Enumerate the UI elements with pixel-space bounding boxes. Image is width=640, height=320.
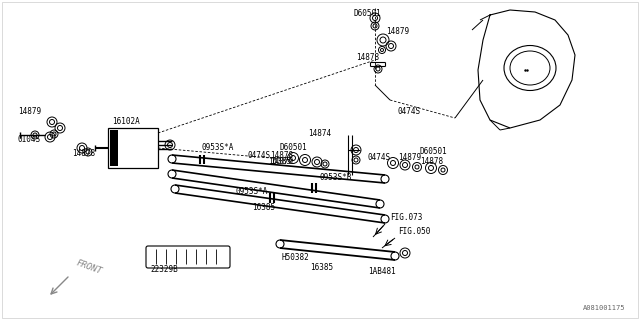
Text: 16385: 16385 <box>252 204 275 212</box>
Text: 22329B: 22329B <box>150 266 178 275</box>
Text: 0104S: 0104S <box>18 135 41 145</box>
Text: 14878: 14878 <box>356 53 379 62</box>
Text: 0474S: 0474S <box>398 108 421 116</box>
Text: 0953S*B: 0953S*B <box>320 173 353 182</box>
Text: 14878: 14878 <box>72 148 95 157</box>
Text: 16102A: 16102A <box>112 117 140 126</box>
Text: 0474S: 0474S <box>368 154 391 163</box>
Text: 16385: 16385 <box>310 263 333 273</box>
Text: 0953S*A: 0953S*A <box>202 143 234 153</box>
Text: 14874: 14874 <box>308 129 331 138</box>
Text: D60501: D60501 <box>354 10 381 19</box>
Text: 14879: 14879 <box>270 157 293 166</box>
Text: 16385: 16385 <box>268 157 291 166</box>
Text: 14878: 14878 <box>420 157 443 166</box>
Text: H50382: H50382 <box>282 253 310 262</box>
Text: 0953S*A: 0953S*A <box>235 188 268 196</box>
Text: FIG.073: FIG.073 <box>390 213 422 222</box>
Text: 14879: 14879 <box>398 154 421 163</box>
Text: 0474S: 0474S <box>248 150 271 159</box>
Text: A081001175: A081001175 <box>582 305 625 311</box>
Text: D60501: D60501 <box>280 143 308 153</box>
Text: 14879: 14879 <box>386 28 409 36</box>
Text: 1AB481: 1AB481 <box>368 268 396 276</box>
Text: 14878: 14878 <box>270 150 293 159</box>
Text: FRONT: FRONT <box>75 258 103 276</box>
Text: FIG.050: FIG.050 <box>398 228 430 236</box>
Text: D60501: D60501 <box>420 148 448 156</box>
Bar <box>110 130 118 166</box>
Bar <box>108 128 158 168</box>
Text: 14879: 14879 <box>18 108 41 116</box>
